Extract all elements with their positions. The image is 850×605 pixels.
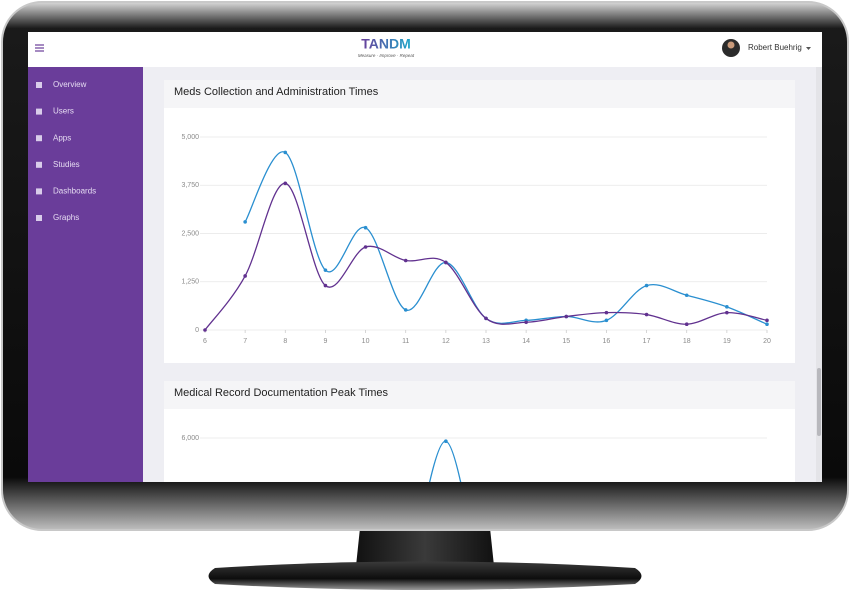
data-point bbox=[524, 320, 528, 325]
menu-button[interactable] bbox=[35, 44, 44, 52]
data-point bbox=[363, 225, 368, 230]
data-point bbox=[323, 268, 328, 272]
data-point bbox=[684, 322, 689, 327]
x-tick-label: 18 bbox=[683, 338, 691, 345]
data-point bbox=[564, 314, 569, 319]
data-point bbox=[604, 318, 609, 323]
nav-label: Overview bbox=[53, 80, 87, 89]
nav-icon bbox=[36, 215, 42, 221]
sidebar-nav: Overview Users Apps Studies Dashboards Graphs bbox=[36, 80, 96, 222]
data-point bbox=[203, 328, 207, 332]
x-tick-label: 11 bbox=[402, 338, 409, 345]
nav-label: Studies bbox=[53, 160, 80, 169]
data-point bbox=[283, 181, 288, 186]
data-point bbox=[444, 260, 448, 265]
x-tick-label: 20 bbox=[763, 338, 771, 345]
nav-icon bbox=[36, 135, 42, 142]
x-tick-label: 15 bbox=[562, 338, 570, 345]
stand-base bbox=[208, 561, 642, 590]
data-point bbox=[283, 150, 288, 155]
data-point bbox=[323, 283, 328, 288]
x-tick-label: 7 bbox=[243, 338, 247, 345]
tagline: Measure · Improve · Repeat bbox=[358, 53, 415, 58]
data-point bbox=[363, 245, 368, 249]
nav-icon bbox=[36, 108, 42, 115]
nav-icon bbox=[36, 161, 42, 168]
nav-item[interactable]: Dashboards bbox=[36, 187, 96, 196]
data-point bbox=[765, 318, 769, 323]
data-point bbox=[725, 310, 729, 315]
stand-neck bbox=[356, 528, 494, 566]
x-tick-label: 6 bbox=[203, 338, 207, 345]
scrollbar-thumb[interactable] bbox=[817, 368, 821, 436]
data-point bbox=[243, 220, 247, 224]
y-tick-label: 0 bbox=[195, 327, 199, 334]
x-tick-label: 17 bbox=[643, 338, 651, 345]
nav-item[interactable]: Studies bbox=[36, 160, 80, 169]
data-point bbox=[403, 258, 408, 263]
nav-label: Graphs bbox=[53, 213, 79, 222]
chart-card bbox=[164, 80, 795, 363]
x-tick-label: 13 bbox=[482, 338, 490, 345]
nav-item[interactable]: Overview bbox=[36, 80, 87, 89]
scrollbar-track bbox=[816, 67, 822, 482]
logo[interactable]: TANDM bbox=[361, 36, 411, 52]
chart-title: Meds Collection and Administration Times bbox=[174, 86, 379, 98]
card-header bbox=[164, 381, 795, 409]
screen: TANDM Measure · Improve · Repeat Robert … bbox=[28, 32, 822, 482]
y-tick-label: 3,750 bbox=[181, 182, 199, 189]
data-point bbox=[765, 322, 769, 327]
data-point bbox=[725, 305, 729, 309]
chart-title: Medical Record Documentation Peak Times bbox=[174, 387, 388, 399]
nav-icon bbox=[36, 188, 42, 195]
nav-label: Users bbox=[53, 107, 74, 116]
data-point bbox=[403, 308, 408, 312]
line-chart: Meds Collection and Administration Times… bbox=[174, 86, 771, 345]
nav-item[interactable]: Users bbox=[36, 107, 74, 116]
data-point bbox=[444, 439, 448, 444]
avatar-face bbox=[727, 41, 735, 49]
nav-item[interactable]: Apps bbox=[36, 133, 71, 142]
user-name[interactable]: Robert Buehrig bbox=[748, 43, 802, 52]
nav-label: Dashboards bbox=[53, 187, 96, 196]
y-tick-label: 5,000 bbox=[181, 134, 199, 141]
data-point bbox=[644, 283, 649, 288]
y-tick-label: 1,250 bbox=[181, 279, 199, 286]
x-tick-label: 19 bbox=[723, 338, 731, 345]
x-tick-label: 16 bbox=[603, 338, 611, 345]
top-bar bbox=[28, 32, 822, 67]
y-tick-label: 6,000 bbox=[181, 435, 199, 442]
charts: Meds Collection and Administration Times… bbox=[174, 86, 771, 482]
x-tick-label: 14 bbox=[522, 338, 530, 345]
data-point bbox=[484, 316, 488, 321]
nav-label: Apps bbox=[53, 133, 71, 142]
sidebar bbox=[28, 67, 143, 482]
data-point bbox=[684, 293, 689, 298]
nav-icon bbox=[36, 82, 42, 88]
user-caret[interactable] bbox=[806, 47, 811, 50]
x-tick-label: 10 bbox=[362, 338, 370, 345]
data-point bbox=[243, 274, 247, 278]
data-point bbox=[644, 312, 649, 317]
x-tick-label: 12 bbox=[442, 338, 450, 345]
line-chart: Medical Record Documentation Peak Times 6… bbox=[174, 387, 767, 482]
nav-item[interactable]: Graphs bbox=[36, 213, 79, 222]
x-tick-label: 8 bbox=[283, 338, 287, 345]
x-tick-label: 9 bbox=[323, 338, 327, 345]
card-header bbox=[164, 80, 795, 108]
y-tick-label: 2,500 bbox=[181, 230, 199, 237]
data-point bbox=[604, 310, 609, 315]
